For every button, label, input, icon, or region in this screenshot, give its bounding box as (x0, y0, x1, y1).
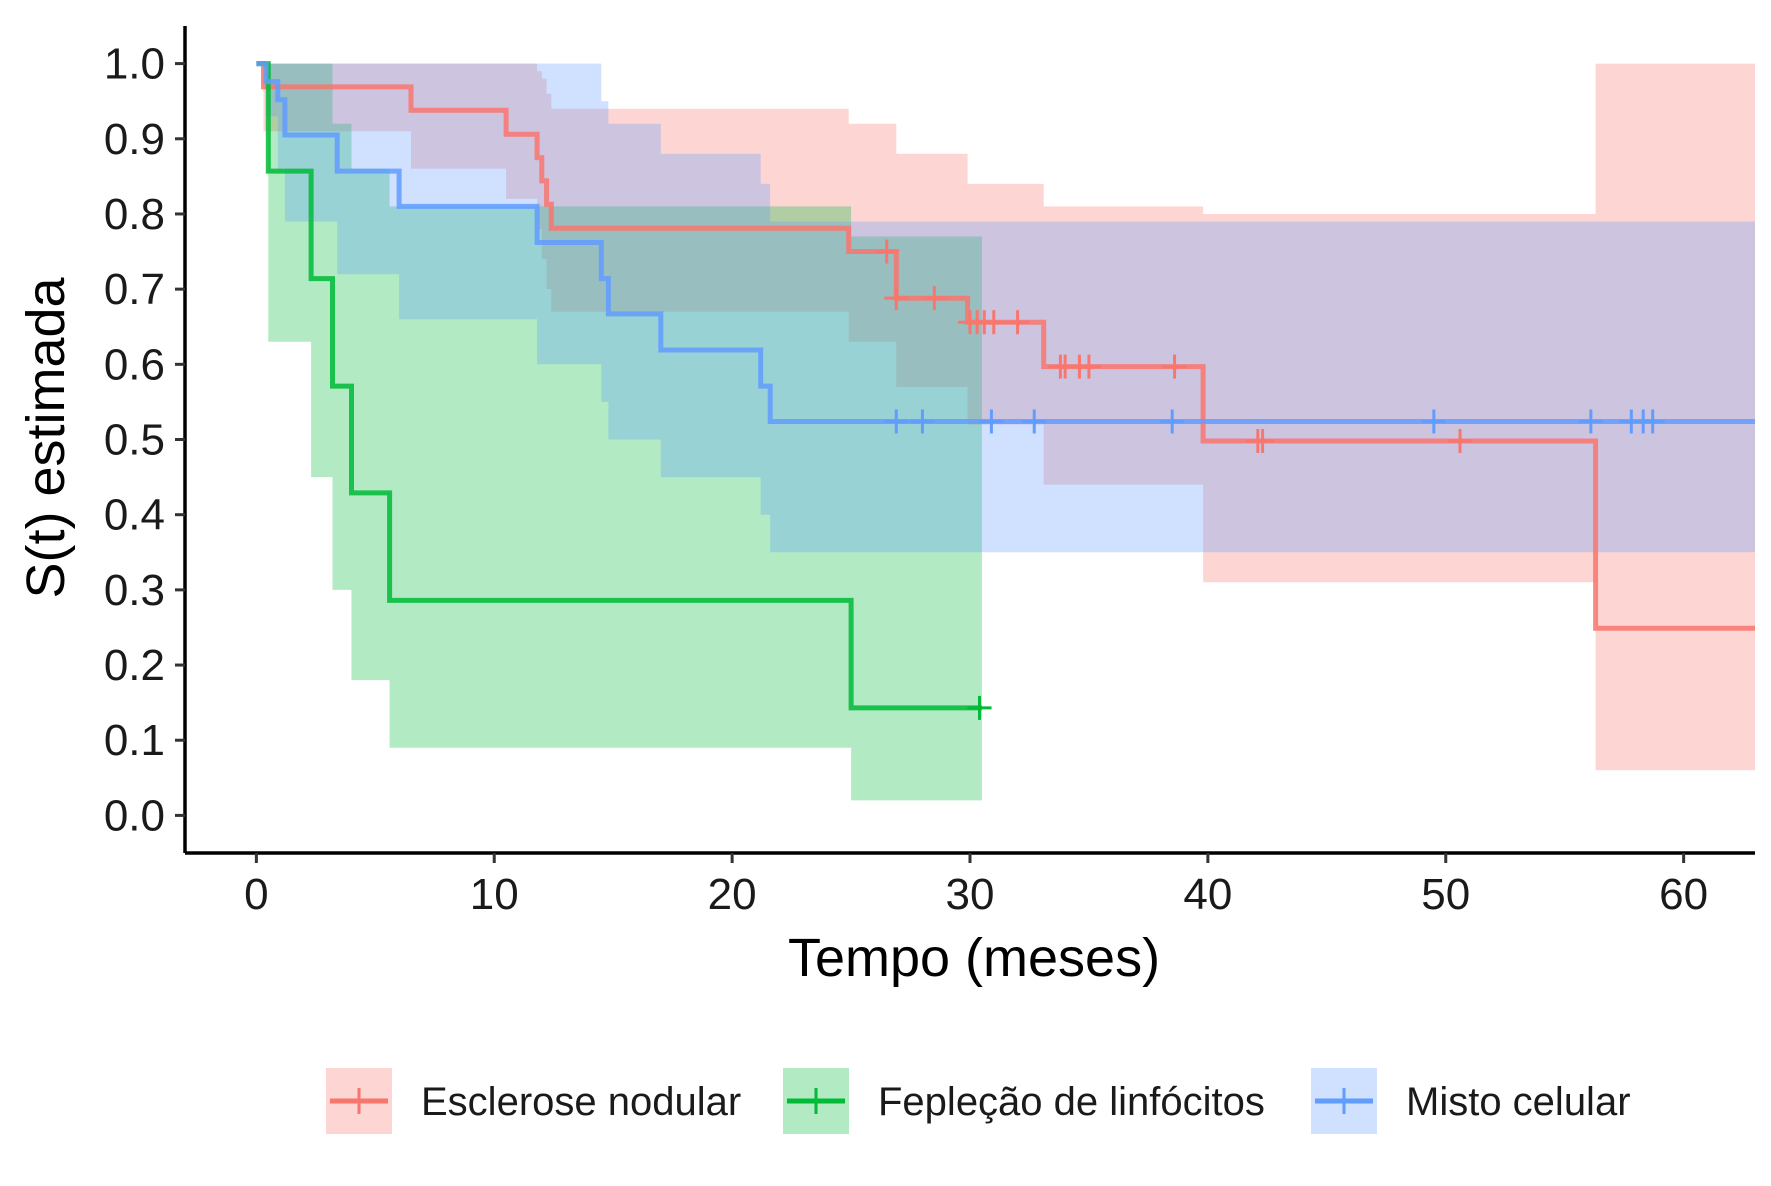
censor-mark-esclerose-nodular (1005, 310, 1030, 335)
x-tick-label: 0 (244, 870, 268, 919)
y-tick-label: 0.9 (104, 115, 165, 164)
y-tick-label: 0.1 (104, 716, 165, 765)
censor-mark-esclerose-nodular (884, 286, 909, 311)
censor-mark-misto-celular (1578, 409, 1603, 434)
censor-mark-misto-celular (1421, 409, 1446, 434)
x-tick-label: 40 (1183, 870, 1232, 919)
censor-mark-misto-celular (884, 409, 909, 434)
confidence-bands (256, 63, 1755, 801)
censor-mark-misto-celular (910, 409, 935, 434)
x-tick-label: 50 (1421, 870, 1470, 919)
censor-mark-misto-celular (979, 409, 1004, 434)
legend: Esclerose nodular Fepleção de linfócitos M… (326, 1068, 1631, 1134)
x-tick-label: 10 (470, 870, 519, 919)
legend-label: Esclerose nodular (421, 1080, 741, 1124)
legend-label: Misto celular (1406, 1080, 1631, 1124)
censor-mark-misto-celular (1022, 409, 1047, 434)
y-tick-label: 0.3 (104, 566, 165, 615)
censor-mark-misto-celular (1160, 409, 1185, 434)
survival-curve-misto-celular (256, 61, 1755, 424)
survival-curve-feplecao-de-linfocitos (256, 61, 982, 711)
y-tick-label: 0.5 (104, 416, 165, 465)
y-tick-label: 0.4 (104, 491, 165, 540)
censor-mark-esclerose-nodular (1250, 429, 1275, 454)
y-tick-label: 0.0 (104, 791, 165, 840)
y-tick-label: 0.8 (104, 190, 165, 239)
y-tick-label: 0.6 (104, 340, 165, 389)
y-tick-label: 0.2 (104, 641, 165, 690)
y-tick-label: 1.0 (104, 40, 165, 89)
censor-mark-esclerose-nodular (874, 239, 899, 264)
legend-label: Fepleção de linfócitos (878, 1080, 1265, 1124)
confidence-band-esclerose-nodular (256, 63, 1755, 771)
legend-item-feplecao-de-linfocitos: Fepleção de linfócitos (783, 1068, 1265, 1134)
confidence-band-feplecao-de-linfocitos (256, 63, 982, 801)
confidence-band-misto-celular (256, 63, 1755, 553)
censor-mark-feplecao-de-linfocitos (967, 695, 992, 720)
x-axis-title: Tempo (meses) (788, 928, 1160, 988)
censor-mark-esclerose-nodular (1076, 354, 1101, 379)
x-tick-label: 20 (708, 870, 757, 919)
censor-mark-esclerose-nodular (1162, 354, 1187, 379)
legend-item-misto-celular: Misto celular (1311, 1068, 1631, 1134)
censor-mark-misto-celular (1640, 409, 1665, 434)
y-axis-title: S(t) estimada (16, 276, 76, 598)
y-tick-label: 0.7 (104, 265, 165, 314)
censor-marks (874, 239, 1665, 720)
censor-mark-esclerose-nodular (1448, 429, 1473, 454)
legend-item-esclerose-nodular: Esclerose nodular (326, 1068, 741, 1134)
axes: 0.0 0.1 0.2 0.3 0.4 0.5 0.6 0.7 0.8 0.9 1.0 0 10 20 30… (104, 26, 1755, 919)
x-tick-label: 30 (946, 870, 995, 919)
x-tick-label: 60 (1659, 870, 1708, 919)
censor-mark-esclerose-nodular (981, 310, 1006, 335)
censor-mark-esclerose-nodular (922, 286, 947, 311)
